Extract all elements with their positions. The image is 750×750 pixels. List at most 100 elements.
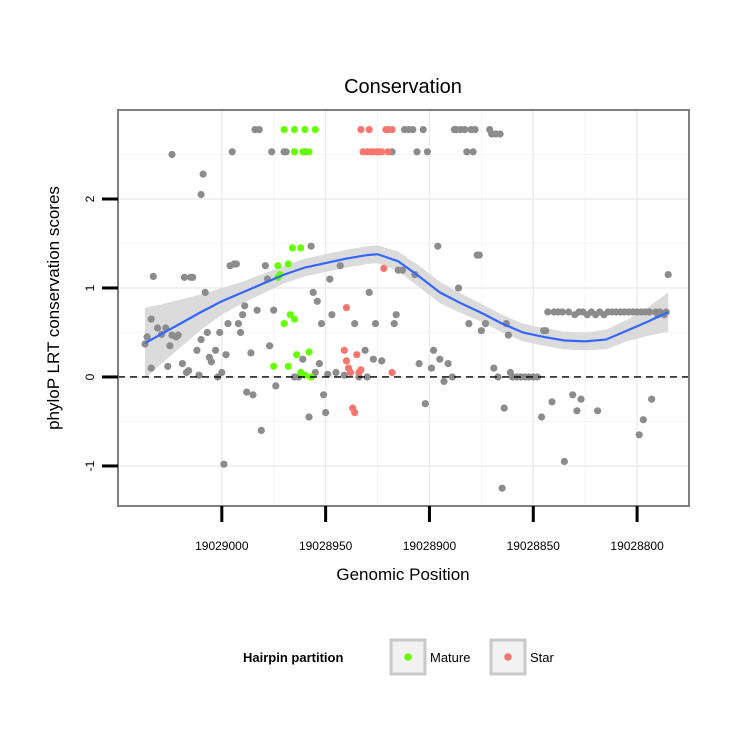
legend-title: Hairpin partition	[243, 650, 343, 665]
data-point-other	[398, 266, 407, 274]
data-point-other	[253, 306, 261, 314]
data-point-other	[538, 413, 546, 421]
data-point-other	[326, 275, 334, 283]
data-point-other	[421, 400, 429, 408]
data-point-other	[178, 360, 186, 368]
data-point-other	[542, 327, 550, 335]
data-point-star	[353, 351, 361, 359]
data-point-star	[388, 126, 396, 134]
data-point-other	[189, 273, 197, 281]
data-point-other	[365, 288, 373, 296]
data-point-other	[266, 342, 274, 350]
legend-key-star	[489, 638, 527, 676]
data-point-star	[357, 366, 365, 374]
data-point-other	[311, 368, 319, 377]
data-point-other	[371, 320, 380, 328]
data-point-other	[463, 148, 471, 156]
data-point-other	[648, 395, 656, 403]
data-point-other	[216, 328, 224, 337]
data-point-mature	[288, 244, 296, 252]
data-point-star	[340, 346, 348, 354]
data-point-star	[384, 148, 392, 156]
data-point-star	[347, 368, 355, 377]
data-point-other	[490, 364, 498, 372]
data-point-other	[351, 320, 359, 328]
data-point-other	[212, 346, 220, 354]
data-point-other	[436, 355, 444, 363]
data-point-other	[174, 331, 182, 339]
data-point-other	[282, 148, 290, 156]
y-tick-label: 2	[83, 195, 97, 202]
data-point-other	[494, 373, 502, 381]
data-point-other	[322, 409, 330, 417]
data-point-other	[440, 377, 448, 385]
data-point-other	[232, 260, 240, 268]
x-tick-label: 19029000	[195, 539, 249, 553]
data-point-other	[363, 373, 371, 381]
data-point-other	[309, 288, 317, 296]
data-point-other	[203, 328, 211, 337]
data-point-other	[444, 360, 452, 368]
data-point-other	[430, 346, 438, 354]
data-point-mature	[284, 260, 292, 268]
data-point-other	[255, 126, 263, 134]
data-point-other	[272, 382, 280, 390]
data-point-other	[195, 371, 203, 379]
data-point-star	[378, 148, 386, 156]
data-point-other	[332, 368, 340, 377]
legend-entry-mature[interactable]: Mature	[389, 638, 470, 676]
data-point-mature	[311, 126, 319, 134]
x-axis-title: Genomic Position	[336, 565, 469, 584]
data-point-other	[461, 126, 469, 134]
data-point-mature	[270, 362, 278, 370]
data-point-mature	[305, 348, 313, 356]
data-point-other	[558, 308, 566, 316]
series-star	[340, 126, 396, 417]
legend-dot-mature	[404, 653, 412, 661]
data-point-other	[324, 370, 332, 378]
x-tick-label: 19028950	[299, 539, 353, 553]
data-point-mature	[301, 371, 309, 379]
legend-entry-star[interactable]: Star	[489, 638, 555, 676]
data-point-other	[392, 311, 400, 319]
data-point-other	[423, 148, 431, 156]
data-point-other	[317, 320, 326, 328]
data-point-other	[222, 351, 230, 359]
data-point-other	[320, 391, 328, 399]
data-point-mature	[284, 362, 292, 370]
data-point-other	[448, 373, 456, 381]
legend: Hairpin partition Mature Star	[243, 638, 555, 676]
data-point-other	[500, 404, 508, 412]
data-point-other	[315, 360, 323, 368]
data-point-other	[193, 346, 201, 354]
data-point-other	[378, 357, 386, 365]
data-point-mature	[301, 126, 309, 134]
data-point-other	[664, 271, 672, 279]
data-point-other	[261, 262, 269, 270]
data-point-other	[565, 308, 573, 316]
data-point-star	[380, 264, 388, 272]
data-point-other	[434, 242, 442, 250]
plot-border	[117, 109, 690, 507]
data-point-star	[357, 126, 365, 134]
data-point-star	[388, 368, 396, 377]
data-point-other	[544, 308, 552, 316]
y-axis-title: phyloP LRT conservation scores	[44, 186, 63, 430]
data-point-other	[361, 346, 369, 354]
legend-label-mature: Mature	[430, 650, 470, 665]
data-point-other	[249, 391, 257, 399]
data-point-other	[268, 148, 276, 156]
data-point-mature	[297, 244, 305, 252]
data-point-other	[201, 288, 209, 296]
data-point-other	[197, 190, 205, 199]
data-point-other	[143, 333, 151, 341]
data-point-mature	[305, 148, 313, 156]
data-point-other	[471, 126, 479, 134]
x-tick-label: 19028900	[403, 539, 457, 553]
data-point-other	[224, 320, 232, 328]
legend-label-star: Star	[530, 650, 555, 665]
data-point-other	[197, 336, 205, 344]
data-point-other	[533, 373, 542, 381]
data-point-other	[180, 273, 188, 281]
